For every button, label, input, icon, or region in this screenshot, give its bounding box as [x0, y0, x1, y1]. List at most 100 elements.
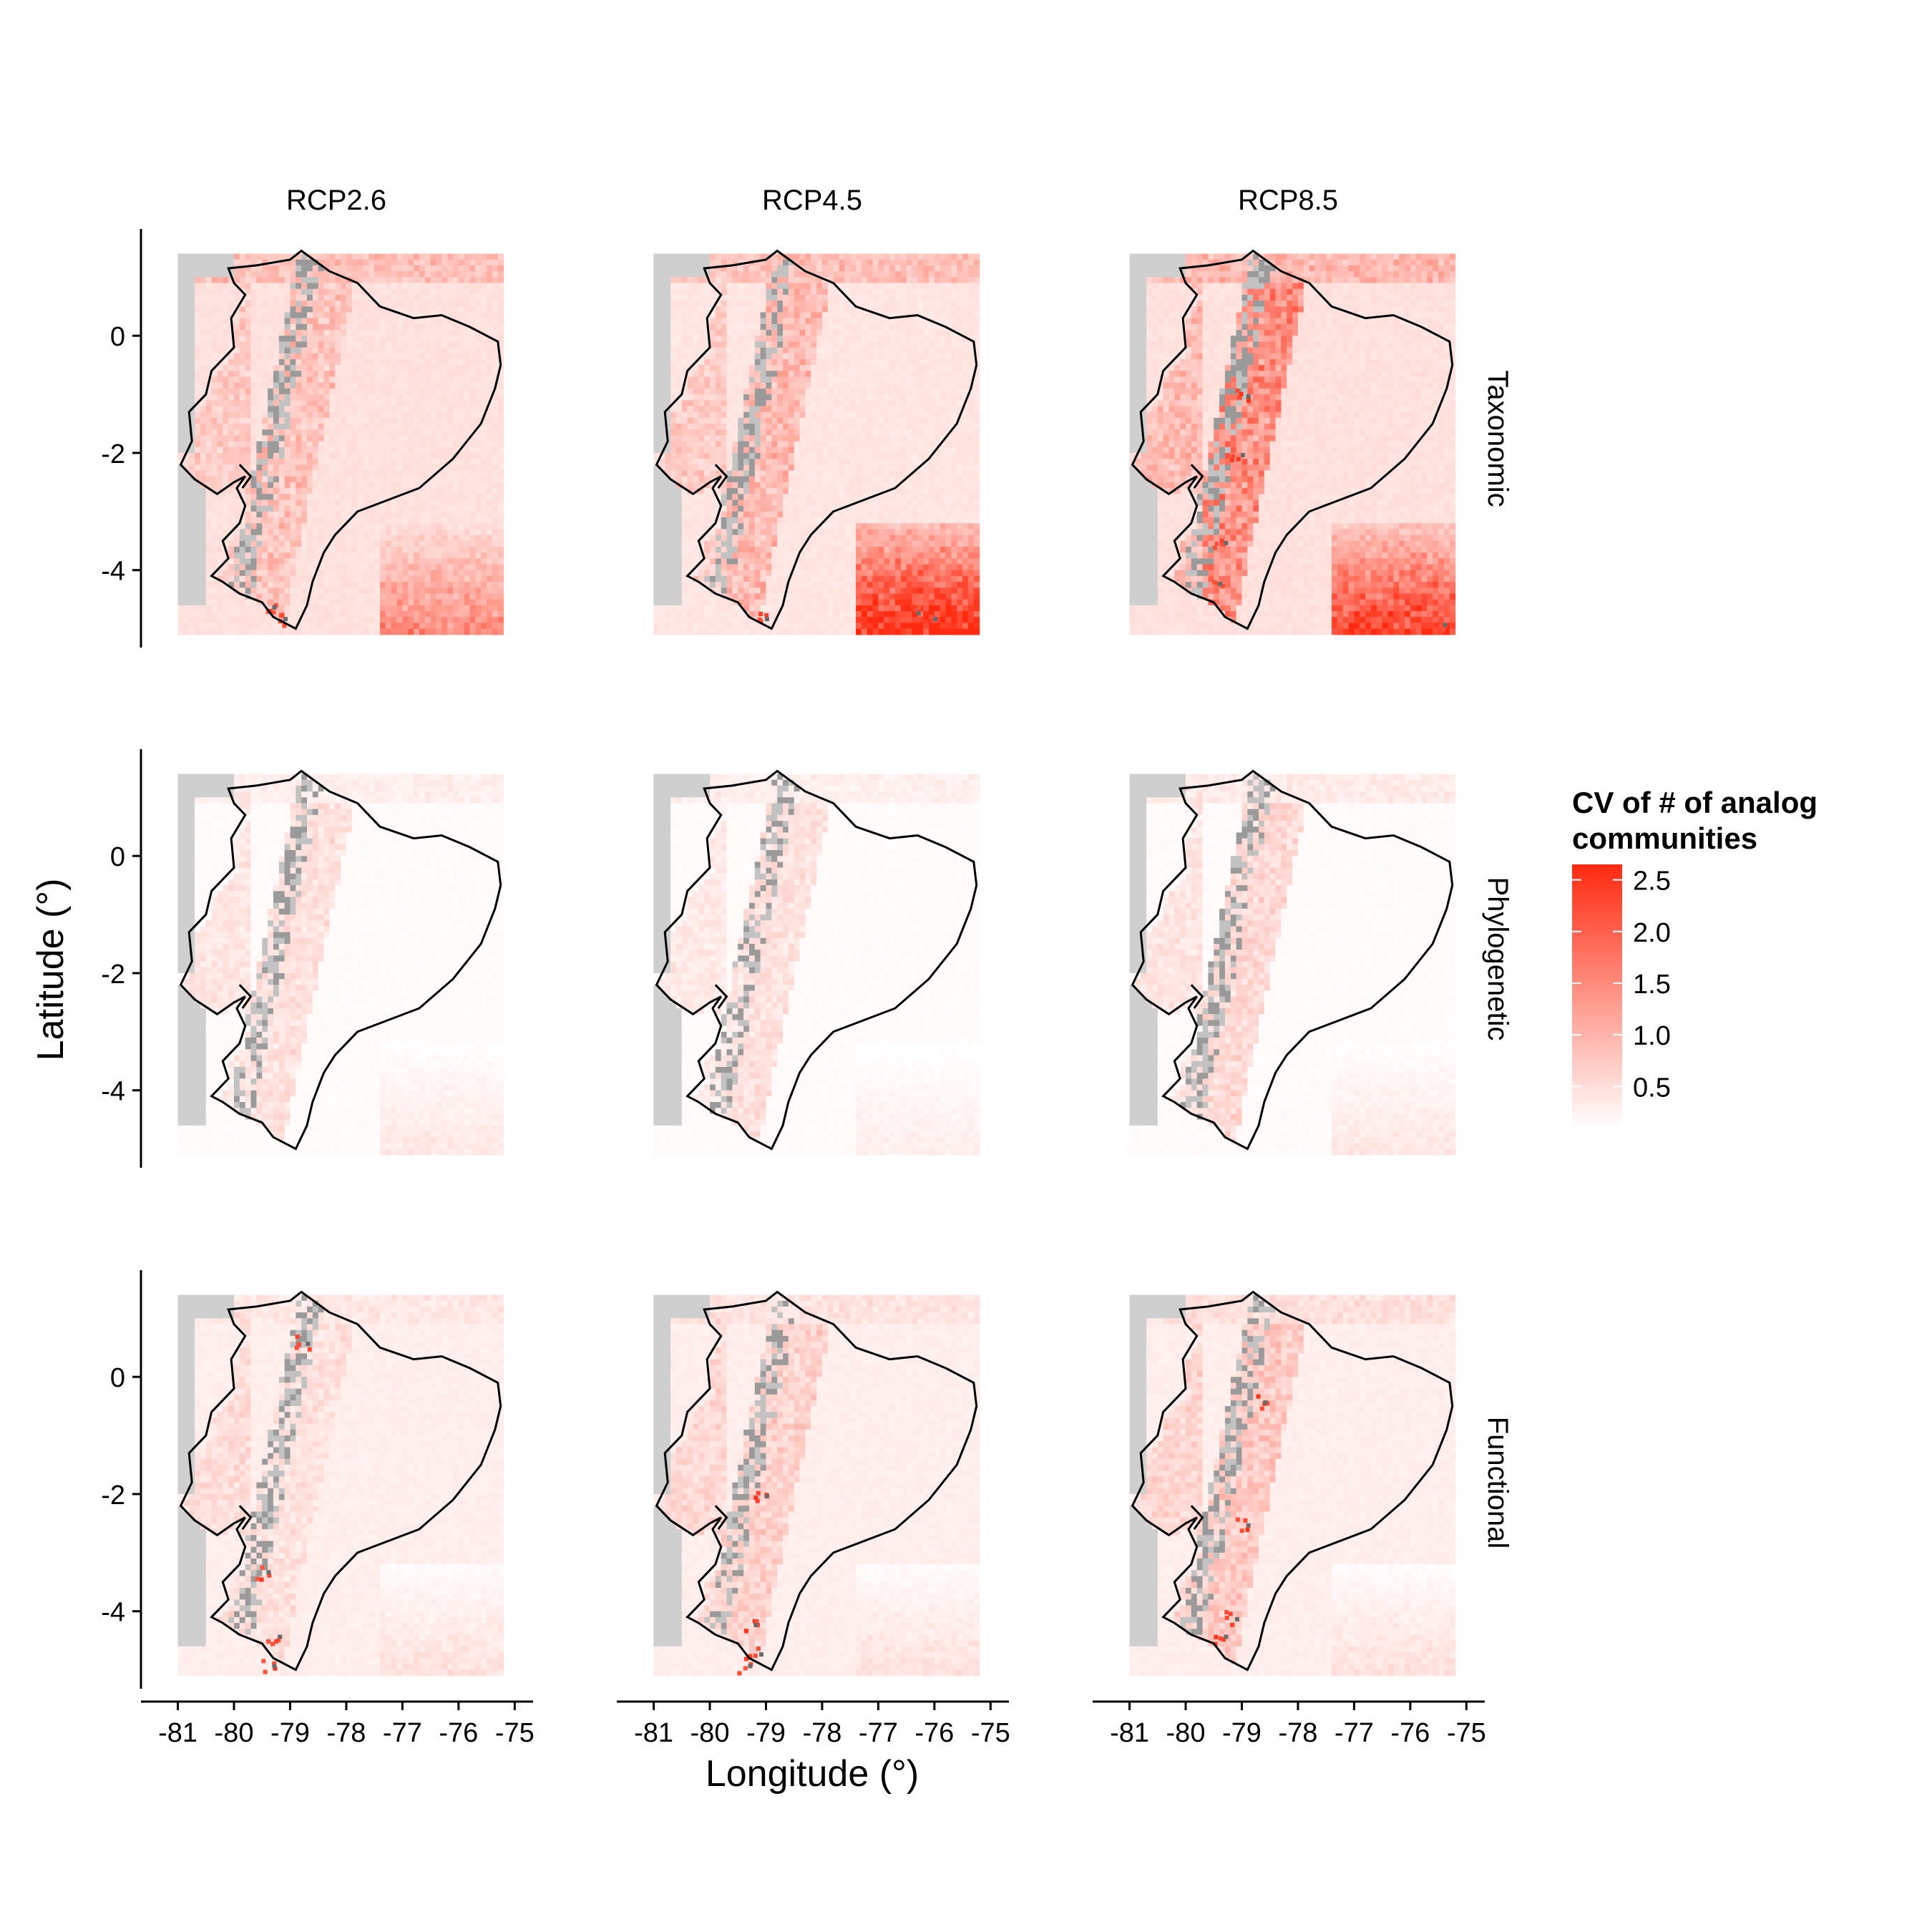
raster-cell [492, 535, 498, 542]
raster-cell [352, 488, 358, 494]
raster-cell [273, 394, 279, 401]
raster-cell [307, 359, 313, 366]
raster-cell [313, 617, 318, 623]
raster-cell [487, 271, 492, 278]
raster-cell [273, 277, 279, 283]
raster-cell [285, 371, 291, 377]
raster-cell [935, 341, 940, 348]
raster-cell [352, 400, 358, 406]
raster-cell [364, 412, 369, 419]
row-title-phylogenetic: Phylogenetic [1482, 877, 1513, 1040]
raster-cell [228, 576, 234, 582]
raster-cell [352, 570, 358, 577]
raster-cell [335, 429, 341, 436]
raster-cell [189, 464, 195, 471]
raster-cell [291, 605, 296, 612]
raster-cell [352, 471, 358, 477]
raster-cell [245, 418, 251, 424]
raster-cell [419, 336, 425, 342]
raster-cell [200, 283, 206, 290]
raster-cell [453, 558, 459, 565]
raster-cell [206, 447, 212, 454]
raster-cell [907, 353, 912, 360]
raster-cell [273, 295, 279, 301]
raster-cell [183, 400, 189, 406]
raster-cell [397, 488, 403, 494]
colorbar-legend: CV of # of analog communities 2.52.01.51… [1572, 786, 1818, 1128]
raster-cell [402, 353, 408, 360]
raster-cell [374, 535, 380, 542]
raster-cell [324, 406, 330, 413]
raster-cell [492, 306, 498, 313]
raster-cell [777, 318, 783, 325]
raster-cell [380, 254, 386, 260]
raster-cell [968, 295, 974, 301]
raster-cell [783, 265, 789, 272]
raster-cell [256, 570, 262, 577]
raster-cell [352, 517, 358, 524]
raster-cell [313, 318, 318, 325]
raster-cell [335, 418, 341, 424]
raster-cell [374, 336, 380, 342]
raster-cell [291, 464, 296, 471]
raster-cell [178, 576, 184, 582]
raster-cell [301, 295, 307, 301]
raster-cell [453, 424, 459, 430]
raster-cell [811, 260, 816, 266]
raster-cell [352, 576, 358, 582]
raster-cell [291, 318, 296, 325]
raster-cell [419, 565, 425, 571]
raster-cell [464, 394, 470, 401]
raster-cell [391, 506, 397, 512]
raster-cell [279, 558, 285, 565]
raster-cell [419, 477, 425, 483]
raster-cell [313, 441, 318, 448]
hotspot-cell [280, 613, 284, 617]
raster-cell [665, 324, 670, 331]
raster-cell [386, 394, 391, 401]
raster-cell [364, 394, 369, 401]
raster-cell [783, 271, 789, 278]
raster-cell [218, 459, 223, 465]
raster-cell [364, 353, 369, 360]
raster-cell [291, 512, 296, 518]
raster-cell [464, 265, 470, 272]
raster-cell [397, 447, 403, 454]
raster-cell [492, 547, 498, 553]
raster-cell [212, 283, 218, 290]
raster-cell [895, 330, 901, 336]
raster-cell [436, 330, 442, 336]
raster-cell [895, 353, 901, 360]
raster-cell [492, 506, 498, 512]
raster-cell [189, 295, 195, 301]
raster-cell [212, 389, 218, 395]
raster-cell [251, 500, 257, 507]
raster-cell [414, 506, 419, 512]
raster-cell [487, 552, 492, 559]
raster-cell [487, 353, 492, 360]
raster-cell [414, 611, 419, 618]
raster-cell [492, 330, 498, 336]
raster-cell [391, 406, 397, 413]
raster-cell [301, 289, 307, 296]
raster-cell [273, 623, 279, 629]
raster-cell [234, 459, 240, 465]
raster-cell [856, 295, 862, 301]
raster-cell [268, 412, 273, 419]
raster-cell [459, 512, 464, 518]
raster-cell [352, 424, 358, 430]
raster-cell [324, 552, 330, 559]
raster-cell [688, 341, 693, 348]
raster-cell [481, 429, 487, 436]
raster-cell [901, 254, 907, 260]
raster-cell [335, 389, 341, 395]
raster-cell [654, 348, 660, 354]
raster-cell [178, 318, 184, 325]
raster-cell [402, 594, 408, 600]
raster-cell [912, 318, 918, 325]
raster-cell [777, 324, 783, 331]
raster-cell [431, 523, 436, 530]
raster-cell [178, 617, 184, 623]
raster-cell [436, 295, 442, 301]
raster-cell [291, 471, 296, 477]
